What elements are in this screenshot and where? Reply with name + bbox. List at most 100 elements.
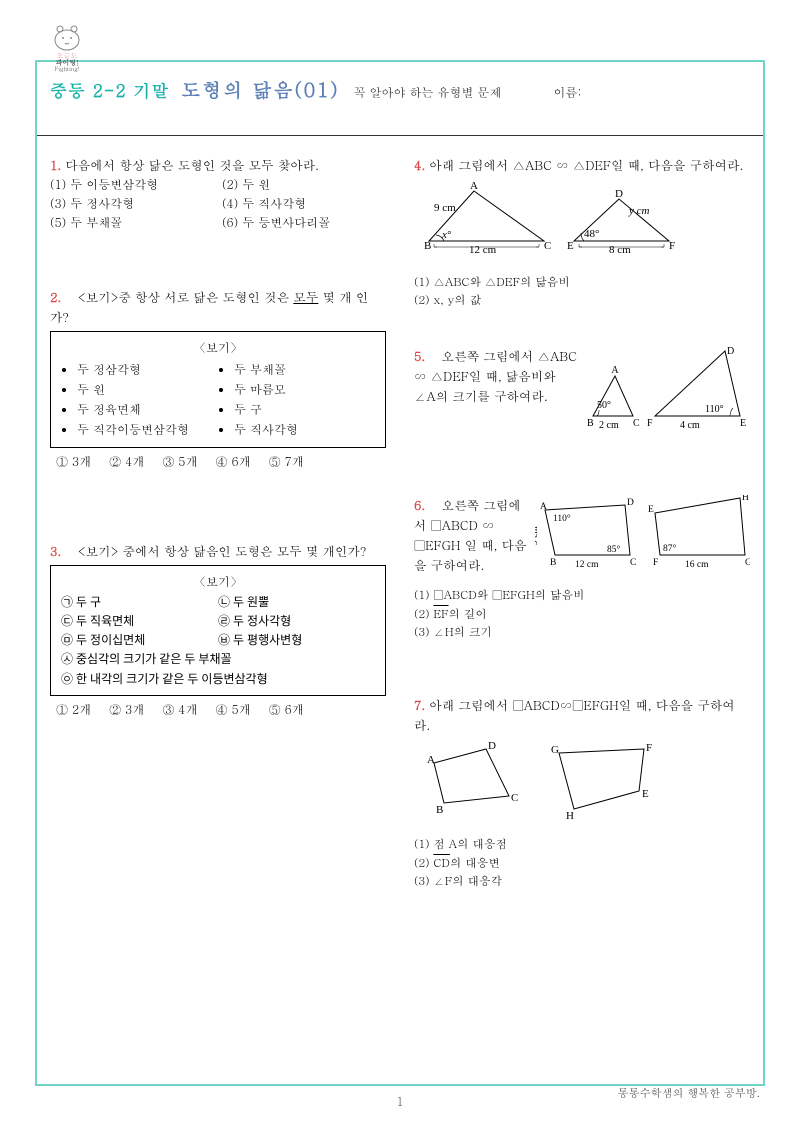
svg-text:D: D [727, 346, 734, 357]
svg-text:87°: 87° [663, 543, 677, 554]
svg-text:A: A [611, 365, 619, 376]
q7-sub3: (3) ∠F의 대응각 [414, 872, 750, 890]
q3-text: <보기> 중에서 항상 닮음인 도형은 모두 몇 개인가? [78, 542, 367, 560]
q2-num: 2. [50, 288, 61, 306]
q3-r5: ㉧ 한 내각의 크기가 같은 두 이등변삼각형 [61, 670, 375, 689]
svg-text:48°: 48° [584, 228, 599, 240]
svg-text:85°: 85° [607, 544, 621, 555]
svg-text:12 cm: 12 cm [469, 244, 497, 256]
q3-r2b: ㉣ 두 정사각형 [218, 612, 375, 631]
q3-choices: ① 2개 ② 3개 ③ 4개 ④ 5개 ⑤ 6개 [50, 696, 386, 723]
svg-text:H: H [742, 495, 749, 503]
q1-text: 다음에서 항상 닮은 도형인 것을 모두 찾아라. [65, 156, 319, 174]
svg-text:4 cm: 4 cm [680, 420, 700, 431]
svg-text:9 cm: 9 cm [535, 526, 540, 545]
q2-text-u: 모두 [293, 288, 318, 306]
svg-text:F: F [647, 418, 653, 429]
q1-item-3: (3) 두 정사각형 [50, 194, 214, 213]
q2-c4: ④ 6개 [215, 452, 250, 471]
q3-r4: ㉦ 중심각의 크기가 같은 두 부채꼴 [61, 650, 375, 669]
svg-text:y cm: y cm [628, 205, 650, 217]
svg-text:D: D [488, 741, 496, 752]
q2-b2: 두 마름모 [234, 380, 375, 399]
svg-text:16 cm: 16 cm [685, 560, 709, 570]
q2-b1: 두 부채꼴 [234, 360, 375, 379]
subtitle: 꼭 알아야 하는 유형별 문제 [354, 83, 502, 102]
q3-r1a: ㉠ 두 구 [61, 593, 218, 612]
svg-text:C: C [630, 558, 636, 568]
footer-source: 통통수학샘의 행복한 공부방. [617, 1085, 760, 1103]
q6-figure: A D B C 9 cm 110° 85° 12 cm E H [535, 495, 750, 586]
svg-text:E: E [740, 418, 746, 429]
svg-text:110°: 110° [553, 513, 571, 524]
q4-text: 아래 그림에서 △ABC ∽ △DEF일 때, 다음을 구하여라. [429, 156, 743, 174]
worksheet-page: 오늘도 파이팅! Fighting! 중등 2-2 기말 도형의 닮음(01) … [0, 0, 800, 1131]
q3-r3a: ㉤ 두 정이십면체 [61, 631, 218, 650]
q1-num: 1. [50, 156, 61, 174]
q7-num: 7. [414, 696, 425, 714]
svg-text:F: F [646, 742, 652, 754]
q3-r1b: ㉡ 두 원뿔 [218, 593, 375, 612]
q5-figure: A B C 50° 2 cm D E F 110° [585, 346, 750, 442]
q6-sub3: (3) ∠H의 크기 [414, 623, 750, 641]
svg-text:A: A [427, 754, 435, 766]
name-label: 이름: [553, 83, 581, 102]
bear-icon [48, 22, 86, 52]
svg-text:E: E [642, 788, 649, 800]
q6-sub2: (2) EF의 길이 [414, 605, 750, 623]
svg-text:E: E [648, 505, 654, 515]
q2-choices: ① 3개 ② 4개 ③ 5개 ④ 6개 ⑤ 7개 [50, 448, 386, 475]
q6-num: 6. [414, 496, 425, 514]
q7-sub2: (2) CD의 대응변 [414, 854, 750, 872]
svg-text:A: A [470, 181, 478, 192]
q2-box: 〈보기〉 두 정삼각형 두 원 두 정육면체 두 직각이등변삼각형 두 부채꼴 … [50, 331, 386, 448]
svg-text:D: D [627, 498, 634, 508]
svg-text:x°: x° [441, 229, 452, 241]
svg-text:B: B [587, 418, 594, 429]
mascot-text3: Fighting! [48, 66, 86, 72]
svg-text:G: G [745, 558, 750, 568]
q1-item-6: (6) 두 등변사다리꼴 [222, 213, 386, 232]
q4-sub2: (2) x, y의 값 [414, 291, 750, 309]
svg-text:110°: 110° [705, 404, 724, 415]
q3-r2a: ㉢ 두 직육면체 [61, 612, 218, 631]
q2-c1: ① 3개 [56, 452, 91, 471]
q3-r3b: ㉥ 두 평행사변형 [218, 631, 375, 650]
q2-c2: ② 4개 [109, 452, 144, 471]
q5-text: 오른쪽 그림에서 △ABC ∽ △DEF일 때, 닮음비와 ∠A의 크기를 구하… [414, 347, 577, 405]
header: 중등 2-2 기말 도형의 닮음(01) 꼭 알아야 하는 유형별 문제 이름: [50, 75, 750, 105]
question-4: 4. 아래 그림에서 △ABC ∽ △DEF일 때, 다음을 구하여라. A B… [414, 155, 750, 310]
svg-text:B: B [424, 240, 431, 252]
q2-c5: ⑤ 7개 [269, 452, 304, 471]
q3-c4: ④ 5개 [215, 700, 250, 719]
q3-num: 3. [50, 542, 61, 560]
question-1: 1. 다음에서 항상 닮은 도형인 것을 모두 찾아라. (1) 두 이등변삼각… [50, 155, 386, 233]
content-columns: 1. 다음에서 항상 닮은 도형인 것을 모두 찾아라. (1) 두 이등변삼각… [50, 155, 750, 1071]
svg-text:C: C [544, 240, 551, 252]
q2-box-title: 〈보기〉 [61, 338, 375, 357]
svg-text:C: C [511, 792, 518, 804]
q5-num: 5. [414, 347, 425, 365]
svg-text:50°: 50° [597, 400, 611, 411]
svg-text:8 cm: 8 cm [609, 244, 631, 256]
svg-text:2 cm: 2 cm [599, 420, 619, 431]
left-column: 1. 다음에서 항상 닮은 도형인 것을 모두 찾아라. (1) 두 이등변삼각… [50, 155, 386, 1071]
svg-text:H: H [566, 810, 574, 821]
q7-text: 아래 그림에서 □ABCD∽□EFGH일 때, 다음을 구하여라. [414, 696, 735, 734]
q3-box: 〈보기〉 ㉠ 두 구 ㉡ 두 원뿔 ㉢ 두 직육면체 ㉣ 두 정사각형 ㉤ 두 … [50, 565, 386, 696]
question-5: 5. 오른쪽 그림에서 △ABC ∽ △DEF일 때, 닮음비와 ∠A의 크기를… [414, 346, 750, 442]
header-rule [37, 135, 763, 136]
svg-text:B: B [436, 804, 443, 816]
svg-text:G: G [551, 744, 559, 756]
svg-text:A: A [540, 502, 547, 512]
q3-c1: ① 2개 [56, 700, 91, 719]
svg-text:C: C [633, 418, 640, 429]
q7-figure: A D C B G F E H [414, 741, 750, 827]
q4-figure: A B C 9 cm x° 12 cm D E F [414, 181, 750, 265]
q6-text: 오른쪽 그림에서 □ABCD ∽ □EFGH 일 때, 다음을 구하여라. [414, 496, 527, 574]
svg-text:E: E [567, 240, 574, 252]
q3-c3: ③ 4개 [162, 700, 197, 719]
q6-sub1: (1) □ABCD와 □EFGH의 닮음비 [414, 586, 750, 604]
svg-text:F: F [669, 240, 675, 252]
question-3: 3. <보기> 중에서 항상 닮음인 도형은 모두 몇 개인가? 〈보기〉 ㉠ … [50, 541, 386, 723]
